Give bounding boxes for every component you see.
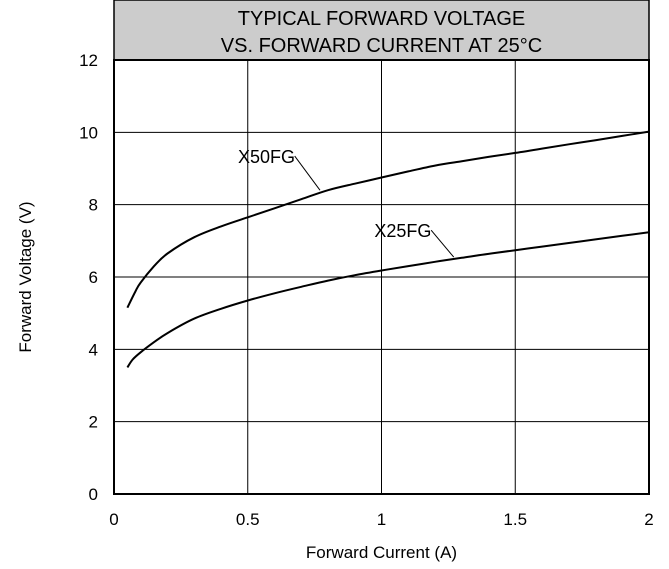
annotations: X50FG X25FG [238, 147, 455, 258]
title-banner [113, 0, 650, 61]
x-tick-label: 0.5 [236, 510, 260, 529]
y-tick-label: 4 [89, 340, 98, 359]
tick-labels: 0 0.5 1 1.5 2 0 2 4 6 8 10 12 [79, 51, 654, 529]
chart-title-line-2: VS. FORWARD CURRENT AT 25°C [221, 35, 542, 57]
series-line-x25fg [126, 231, 650, 368]
y-tick-label: 0 [89, 485, 98, 504]
series-line-x50fg [126, 130, 650, 309]
series-annotation-label: X50FG [238, 147, 295, 167]
annotation-leader-line [294, 155, 321, 191]
y-tick-label: 8 [89, 196, 98, 215]
grid-lines [113, 59, 650, 495]
y-tick-label: 10 [79, 123, 98, 142]
plot-border [113, 59, 650, 495]
x-tick-label: 0 [109, 510, 118, 529]
x-tick-label: 1.5 [503, 510, 527, 529]
series-annotation-label: X25FG [374, 221, 431, 241]
chart-title-line-1: TYPICAL FORWARD VOLTAGE [238, 8, 525, 30]
data-series [126, 130, 650, 368]
x-tick-label: 2 [644, 510, 653, 529]
y-tick-label: 6 [89, 268, 98, 287]
y-axis-label: Forward Voltage (V) [16, 201, 35, 352]
y-tick-label: 12 [79, 51, 98, 70]
annotation-leader-line [430, 229, 455, 258]
x-axis-label: Forward Current (A) [306, 543, 457, 562]
y-tick-label: 2 [89, 413, 98, 432]
x-tick-label: 1 [377, 510, 386, 529]
